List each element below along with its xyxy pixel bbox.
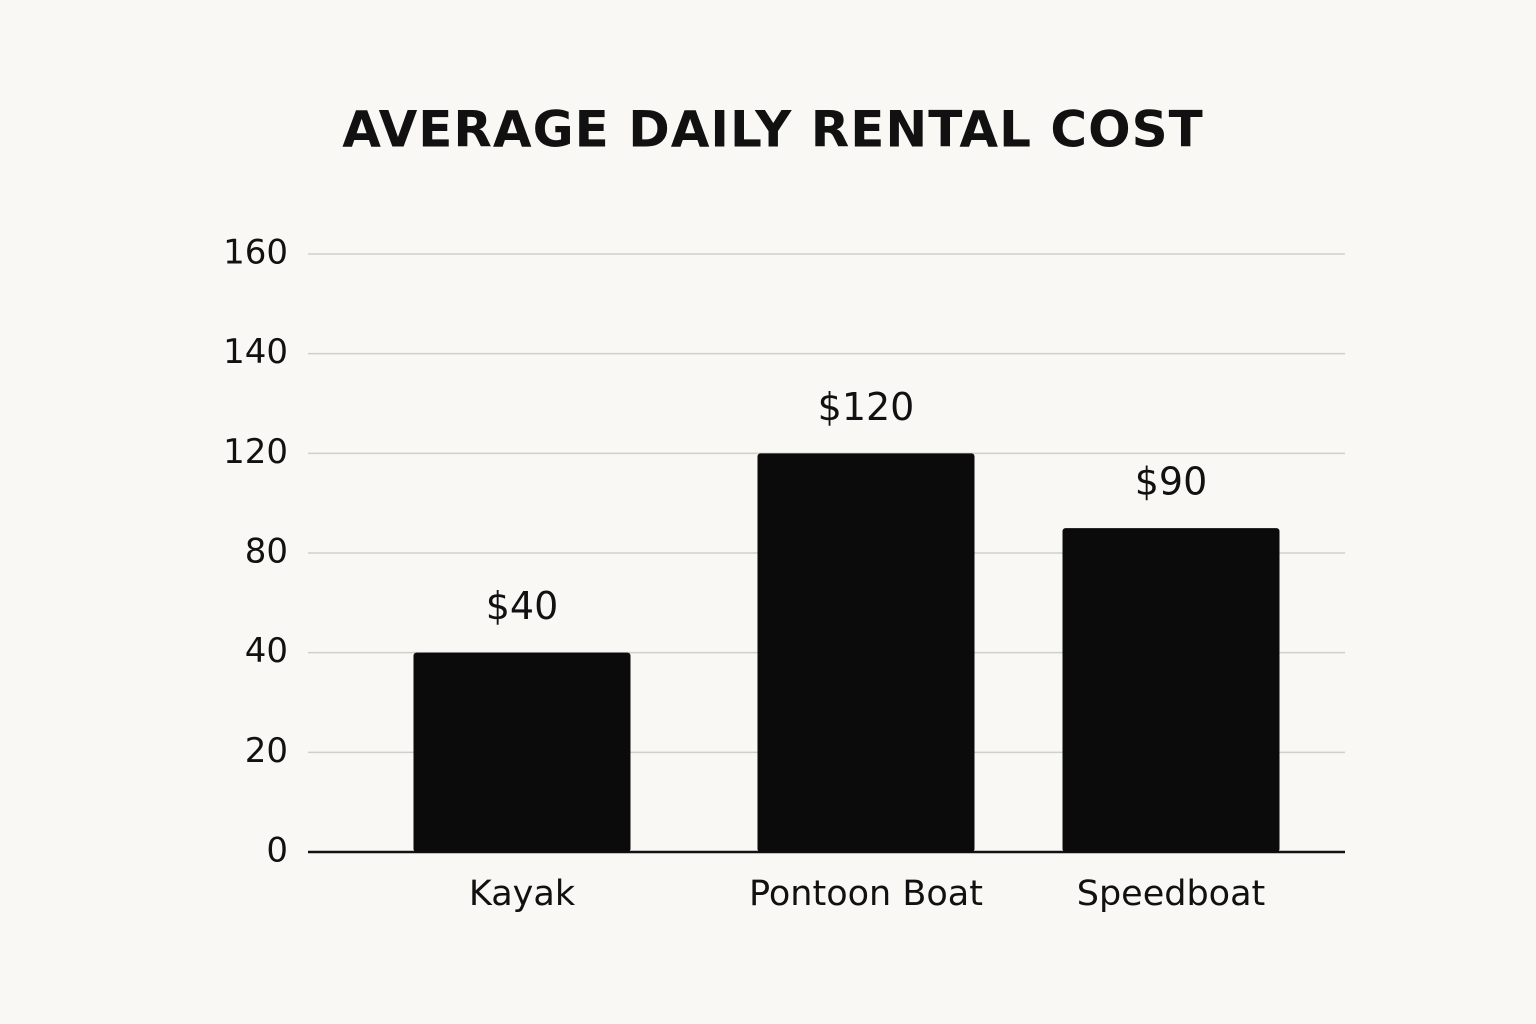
x-tick-label: Pontoon Boat: [749, 874, 983, 914]
y-tick-label: 80: [245, 532, 288, 572]
y-tick-label: 140: [223, 332, 288, 372]
y-tick-label: 20: [245, 731, 288, 771]
y-tick-label: 160: [223, 233, 288, 273]
data-label: $120: [818, 385, 915, 429]
bar: [413, 652, 631, 852]
y-tick-label: 40: [245, 631, 288, 671]
chart-title: AVERAGE DAILY RENTAL COST: [342, 101, 1203, 159]
x-tick-label: Speedboat: [1077, 874, 1266, 914]
x-tick-label: Kayak: [469, 874, 576, 914]
bar: [757, 453, 975, 852]
data-label: $90: [1135, 460, 1208, 504]
data-label: $40: [486, 584, 559, 628]
bar: [1062, 528, 1280, 852]
y-tick-label: 120: [223, 432, 288, 472]
y-tick-label: 0: [266, 831, 288, 871]
